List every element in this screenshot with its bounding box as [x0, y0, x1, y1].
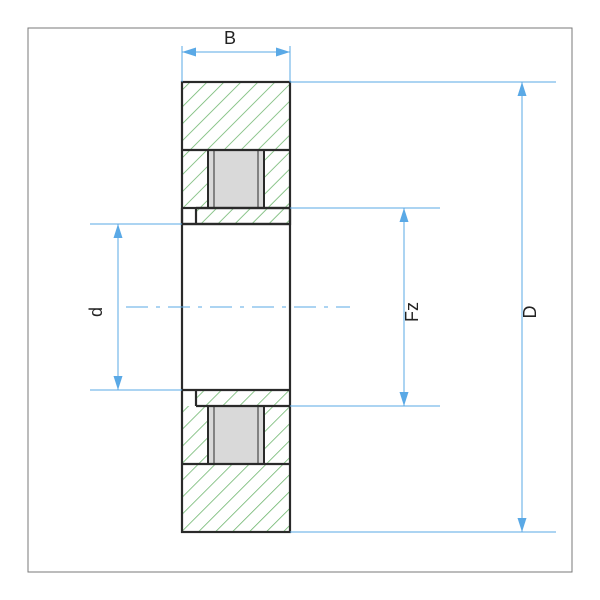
- dimension-D: D: [290, 82, 556, 532]
- image-frame: [28, 28, 572, 572]
- roller-upper: [208, 150, 264, 208]
- label-D: D: [520, 306, 540, 319]
- roller-lower: [208, 406, 264, 464]
- label-Fz: Fz: [402, 302, 422, 322]
- label-d: d: [86, 307, 106, 317]
- label-B: B: [224, 28, 236, 48]
- dimension-B: B: [182, 28, 290, 82]
- bearing-cross-section: Bd Fz D: [0, 0, 600, 600]
